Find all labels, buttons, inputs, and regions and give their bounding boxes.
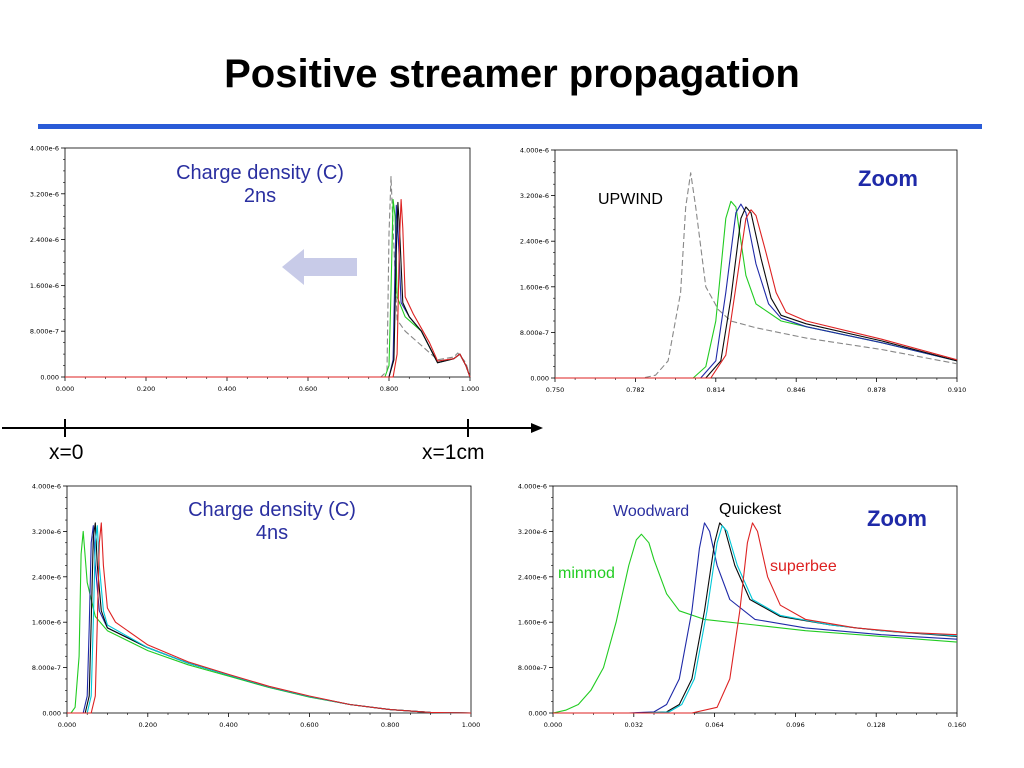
chart-3-annotation-line-2: 4ns <box>255 522 289 544</box>
chart-panel-2: 0.750 0.782 0.814 0.846 0.878 0.910 0.000 8.000… <box>500 140 980 410</box>
y-tick-label: 0.000 <box>40 374 59 382</box>
x-tick-label: 0.800 <box>380 385 399 393</box>
y-tick-label: 4.000e-6 <box>520 147 549 155</box>
series-line-3 <box>67 522 472 714</box>
series-line-4 <box>67 525 472 714</box>
x-tick-label: 0.000 <box>56 385 75 393</box>
series-line-3 <box>65 204 471 378</box>
upwind-label: UPWIND <box>598 191 663 208</box>
y-tick-label: 8.000e-7 <box>30 328 59 336</box>
y-tick-label: 0.000 <box>528 710 547 718</box>
chart-4ns: 0.000 0.200 0.400 0.600 0.800 1.000 0.000 8.000… <box>32 483 481 730</box>
domain-axis <box>2 419 543 437</box>
y-tick-label: 4.000e-6 <box>518 483 547 491</box>
series-line-3 <box>555 203 958 379</box>
x-tick-label: 1.000 <box>461 385 480 393</box>
series-line-2 <box>555 200 958 379</box>
x-tick-label: 0.032 <box>624 721 643 729</box>
series-line-4 <box>553 525 958 714</box>
x-tick-label: 0.200 <box>138 721 157 729</box>
x-tick-label: 1.000 <box>462 721 481 729</box>
y-tick-label: 3.200e-6 <box>518 528 547 536</box>
series-line-5 <box>553 522 958 714</box>
x-tick-label: 0.600 <box>300 721 319 729</box>
chart-2ns: 0.000 0.200 0.400 0.600 0.800 1.000 0.000 8.000… <box>30 145 480 394</box>
slide-title: Positive streamer propagation <box>224 52 800 96</box>
x-tick-label: 0.000 <box>544 721 563 729</box>
chart-3-annotation-line-1: Charge density (C) <box>188 499 356 521</box>
series-line-1 <box>555 172 958 379</box>
chart-4ns-zoom: 0.000 0.032 0.064 0.096 0.128 0.160 0.000 8.000… <box>518 483 967 730</box>
chart-1-annotation: Charge density (C) 2ns <box>140 162 380 208</box>
superbee-label: superbee <box>770 558 837 575</box>
x-tick-label: 0.600 <box>299 385 318 393</box>
minmod-label: minmod <box>558 565 615 582</box>
quickest-label: Quickest <box>719 501 782 518</box>
y-tick-label: 2.400e-6 <box>520 238 549 246</box>
chart-2ns-zoom: 0.750 0.782 0.814 0.846 0.878 0.910 0.000 8.000… <box>520 147 967 395</box>
series-line-2 <box>65 198 471 378</box>
x-tick-label: 0.096 <box>786 721 805 729</box>
series-line-5 <box>65 198 471 378</box>
series-line-5 <box>67 522 472 714</box>
y-tick-label: 1.600e-6 <box>518 619 547 627</box>
title-underline <box>38 124 982 129</box>
left-arrow-icon <box>282 249 357 285</box>
x-end-label: x=1cm <box>422 441 485 464</box>
y-tick-label: 2.400e-6 <box>32 573 61 581</box>
y-tick-label: 3.200e-6 <box>32 528 61 536</box>
x-tick-label: 0.910 <box>948 386 967 394</box>
y-tick-label: 2.400e-6 <box>518 573 547 581</box>
series-line-5 <box>555 209 958 379</box>
y-tick-label: 1.600e-6 <box>30 282 59 290</box>
x-start-label: x=0 <box>49 441 84 464</box>
x-tick-label: 0.800 <box>381 721 400 729</box>
y-tick-label: 1.600e-6 <box>520 283 549 291</box>
y-tick-label: 0.000 <box>42 710 61 718</box>
series-line-3 <box>553 522 958 714</box>
x-tick-label: 0.064 <box>705 721 724 729</box>
x-tick-label: 0.160 <box>948 721 967 729</box>
y-tick-label: 8.000e-7 <box>520 329 549 337</box>
chart-2-zoom-label: Zoom <box>858 166 918 191</box>
x-tick-label: 0.846 <box>787 386 806 394</box>
series-line-2 <box>67 525 472 714</box>
x-tick-label: 0.878 <box>867 386 886 394</box>
y-tick-label: 2.400e-6 <box>30 236 59 244</box>
series-line-1 <box>552 533 958 714</box>
chart-panel-3: 0.000 0.200 0.400 0.600 0.800 1.000 0.000 8.000… <box>0 476 490 746</box>
chart-panel-4: 0.000 0.032 0.064 0.096 0.128 0.160 0.000 8.000… <box>500 476 980 746</box>
x-tick-label: 0.782 <box>626 386 645 394</box>
y-tick-label: 3.200e-6 <box>30 190 59 198</box>
x-tick-label: 0.200 <box>137 385 156 393</box>
x-tick-label: 0.814 <box>706 386 725 394</box>
x-tick-label: 0.128 <box>867 721 886 729</box>
y-tick-label: 3.200e-6 <box>520 192 549 200</box>
y-tick-label: 0.000 <box>530 375 549 383</box>
chart-1-annotation-line-2: 2ns <box>243 185 277 207</box>
woodward-label: Woodward <box>613 503 690 520</box>
x-tick-label: 0.400 <box>219 721 238 729</box>
y-tick-label: 8.000e-7 <box>32 664 61 672</box>
x-tick-label: 0.750 <box>546 386 565 394</box>
y-tick-label: 1.600e-6 <box>32 619 61 627</box>
x-tick-label: 0.400 <box>218 385 237 393</box>
y-tick-label: 4.000e-6 <box>32 483 61 491</box>
y-tick-label: 4.000e-6 <box>30 145 59 153</box>
series-line-4 <box>555 206 958 379</box>
chart-1-annotation-line-1: Charge density (C) <box>176 162 344 184</box>
chart-4-zoom-label: Zoom <box>867 506 927 531</box>
y-tick-label: 8.000e-7 <box>518 664 547 672</box>
chart-panel-1: 0.000 0.200 0.400 0.600 0.800 1.000 0.000 8.000… <box>0 140 490 410</box>
series-line-2 <box>553 522 958 714</box>
x-tick-label: 0.000 <box>58 721 77 729</box>
chart-3-annotation: Charge density (C) 4ns <box>152 499 392 545</box>
series-line-1 <box>65 176 471 378</box>
series-line-4 <box>65 201 471 378</box>
